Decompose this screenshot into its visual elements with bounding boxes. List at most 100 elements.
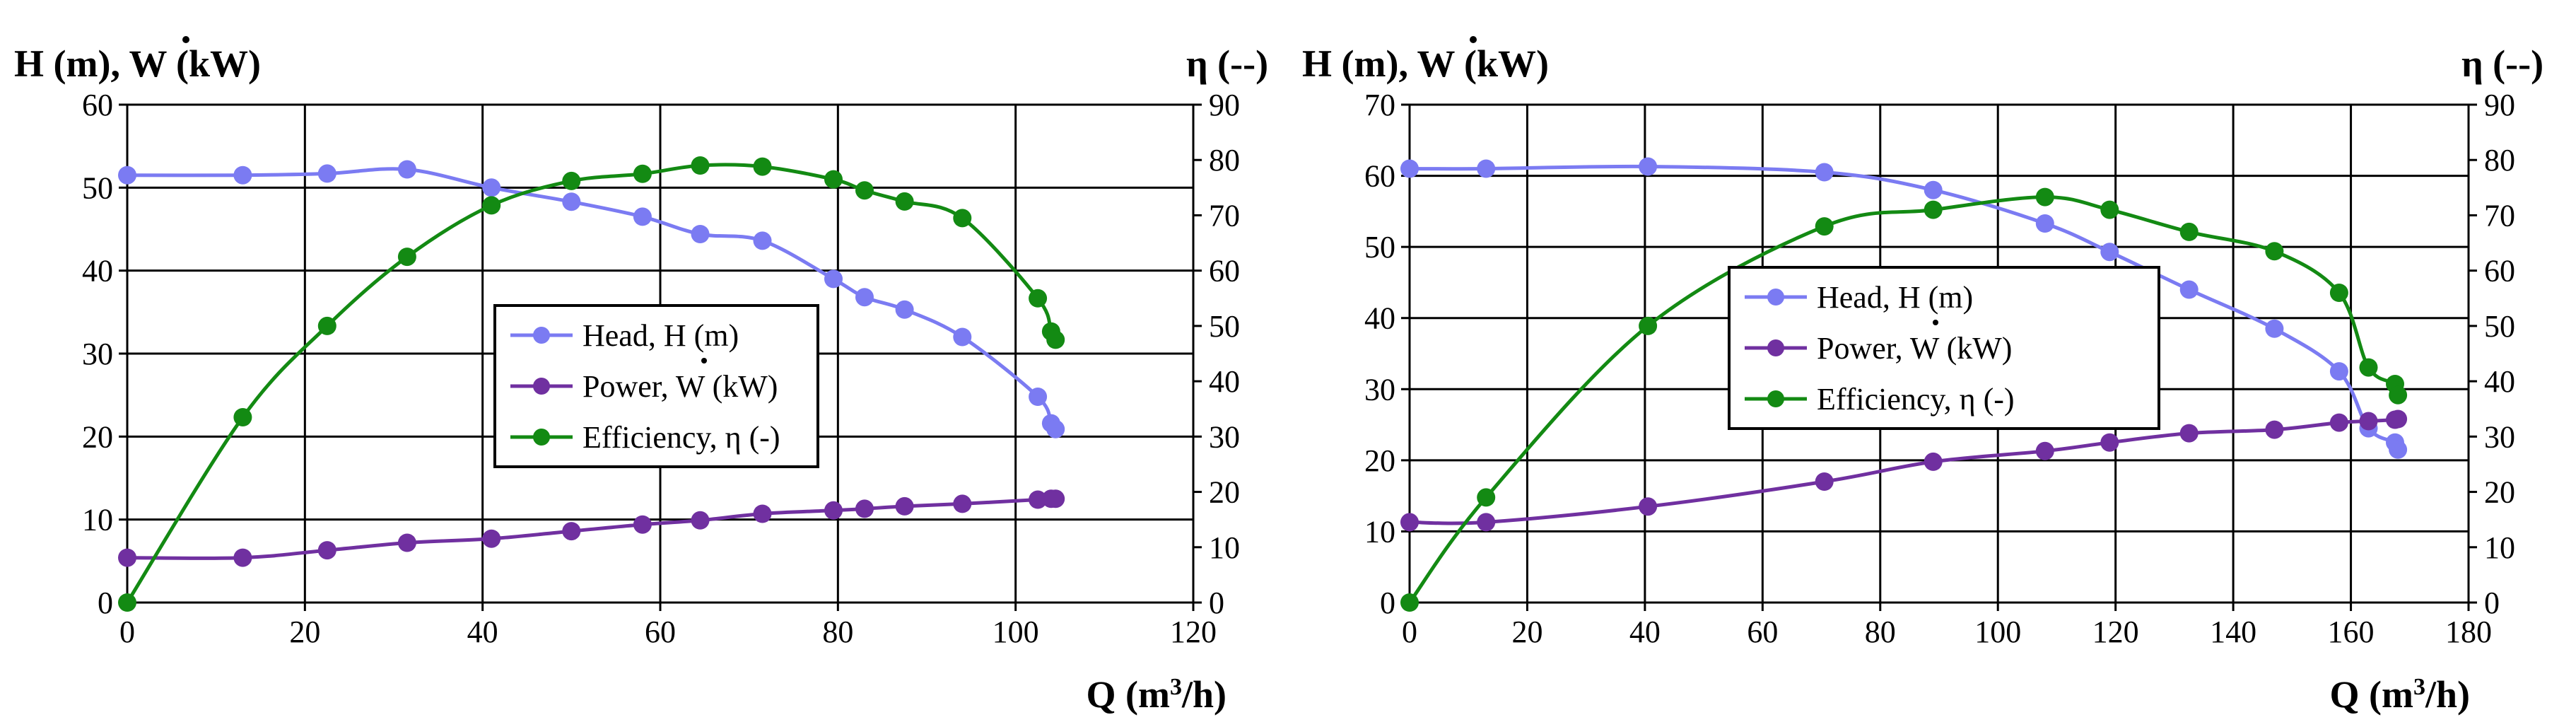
y-left-tick-label: 70: [1364, 88, 1395, 122]
head-curve: [1409, 164, 2400, 450]
efficiency-point: [317, 316, 336, 335]
power-point: [2100, 433, 2119, 452]
power-point: [233, 548, 252, 567]
w-dot-accent: [182, 36, 189, 43]
y-left-title-prefix: H (m),: [14, 42, 129, 85]
legend-marker-power: [533, 378, 550, 395]
y-left-axis-title: H (m), W (kW): [1302, 42, 1549, 85]
power-point: [1924, 452, 1943, 471]
legend-efficiency-prefix: Efficiency,: [1817, 382, 1960, 417]
legend-head-prefix: Head, H: [582, 318, 686, 353]
legend-power-suffix: (kW): [705, 369, 778, 404]
y-right-tick-label: 50: [2484, 309, 2515, 344]
power-point: [1400, 513, 1419, 532]
head-point: [317, 164, 336, 183]
x-axis-title: Q (m3/h): [1087, 673, 1227, 716]
head-point: [562, 192, 581, 211]
power-point: [753, 504, 772, 523]
y-left-tick-label: 0: [98, 586, 113, 620]
head-point: [118, 165, 136, 185]
y-left-tick-label: 50: [82, 170, 113, 205]
efficiency-point: [2329, 284, 2348, 302]
y-left-title-suffix: (kW): [167, 42, 262, 85]
power-curve: [127, 496, 1056, 560]
y-left-tick-label: 10: [1364, 514, 1395, 549]
axis-titles: H (m), W (kW) η (--) Q (m3/h): [14, 36, 1268, 716]
efficiency-point: [118, 593, 136, 612]
power-point: [118, 548, 136, 567]
y-left-tick-label: 20: [82, 419, 113, 454]
legend-label-power: Power, W (kW): [1817, 331, 2012, 366]
y-left-title-symbol: W: [129, 42, 167, 85]
pump-curve-chart-2: 0 20 40 60 80 100 120 140 160 1800102030405060700…: [1302, 36, 2543, 716]
legend-power-symbol: W: [676, 369, 706, 404]
x-tick-label: 120: [1170, 615, 1217, 649]
legend-label-power: Power, W (kW): [582, 369, 778, 404]
legend-w-dot-accent: [1933, 320, 1938, 325]
legend-w-dot-accent: [701, 358, 707, 364]
efficiency-point: [2179, 222, 2199, 241]
y-right-axis-title: η (--): [1186, 42, 1268, 85]
efficiency-point: [1046, 330, 1065, 349]
x-tick-label: 120: [2092, 615, 2139, 649]
head-point: [633, 207, 652, 226]
legend-marker-efficiency: [533, 429, 550, 446]
power-point: [855, 499, 874, 518]
power-point: [1046, 489, 1065, 508]
head-point: [482, 178, 501, 197]
power-point: [2035, 441, 2054, 460]
y-right-tick-label: 0: [2484, 586, 2500, 620]
legend-efficiency-prefix: Efficiency,: [582, 420, 725, 455]
legend-power-symbol: W: [1910, 331, 1940, 366]
y-right-tick-label: 20: [2484, 475, 2515, 510]
head-point: [2179, 280, 2199, 299]
legend-label-efficiency: Efficiency, η (-): [1817, 382, 2015, 417]
head-point: [953, 327, 972, 347]
legend-power-prefix: Power,: [582, 369, 676, 404]
power-point: [1029, 490, 1048, 509]
y-right-tick-label: 30: [2484, 419, 2515, 454]
power-point: [1815, 472, 1834, 491]
axis-ticks: 0 20 40 60 80 100 120 140 160 1800102030405060700…: [1364, 88, 2515, 649]
y-left-title-suffix: (kW): [1455, 42, 1550, 85]
efficiency-point: [2265, 242, 2284, 261]
y-left-tick-label: 60: [1364, 159, 1395, 194]
x-tick-label: 80: [822, 615, 853, 649]
x-title-suffix: /h): [1181, 673, 1226, 716]
power-point: [895, 496, 914, 516]
legend-marker-head: [533, 327, 550, 344]
head-point: [1029, 388, 1048, 406]
power-point: [2359, 412, 2378, 431]
x-tick-label: 20: [289, 615, 320, 649]
efficiency-point: [2359, 358, 2378, 377]
head-point: [691, 225, 710, 243]
efficiency-point: [2100, 200, 2119, 219]
x-tick-label: 0: [1402, 615, 1417, 649]
legend: Head, H (m) Power, W (kW) Efficiency, η …: [493, 304, 819, 468]
x-title-suffix: /h): [2425, 673, 2470, 716]
legend-efficiency-suffix: (-): [742, 420, 780, 455]
y-left-tick-label: 30: [82, 337, 113, 371]
efficiency-point: [2389, 385, 2408, 405]
power-point: [1639, 497, 1658, 516]
y-right-tick-label: 30: [1209, 419, 1240, 454]
power-point: [317, 541, 336, 560]
legend-label-efficiency: Efficiency, η (-): [582, 420, 780, 455]
y-left-tick-label: 40: [1364, 301, 1395, 336]
x-tick-label: 140: [2210, 615, 2256, 649]
x-tick-label: 60: [645, 615, 676, 649]
head-point: [397, 160, 416, 179]
x-title-prefix: Q (m: [2330, 673, 2413, 716]
efficiency-point: [753, 157, 772, 176]
power-point: [1477, 513, 1496, 532]
y-left-axis-title: H (m), W (kW): [14, 42, 261, 85]
x-tick-label: 20: [1511, 615, 1542, 649]
head-point: [2100, 243, 2119, 262]
w-dot-accent: [1470, 36, 1477, 43]
legend: Head, H (m) Power, W (kW) Efficiency, η …: [1728, 266, 2160, 430]
x-tick-label: 80: [1865, 615, 1896, 649]
efficiency-point: [1815, 217, 1834, 236]
head-point: [2389, 440, 2408, 459]
legend-marker-head: [1767, 289, 1784, 306]
y-left-title-symbol: W: [1417, 42, 1455, 85]
